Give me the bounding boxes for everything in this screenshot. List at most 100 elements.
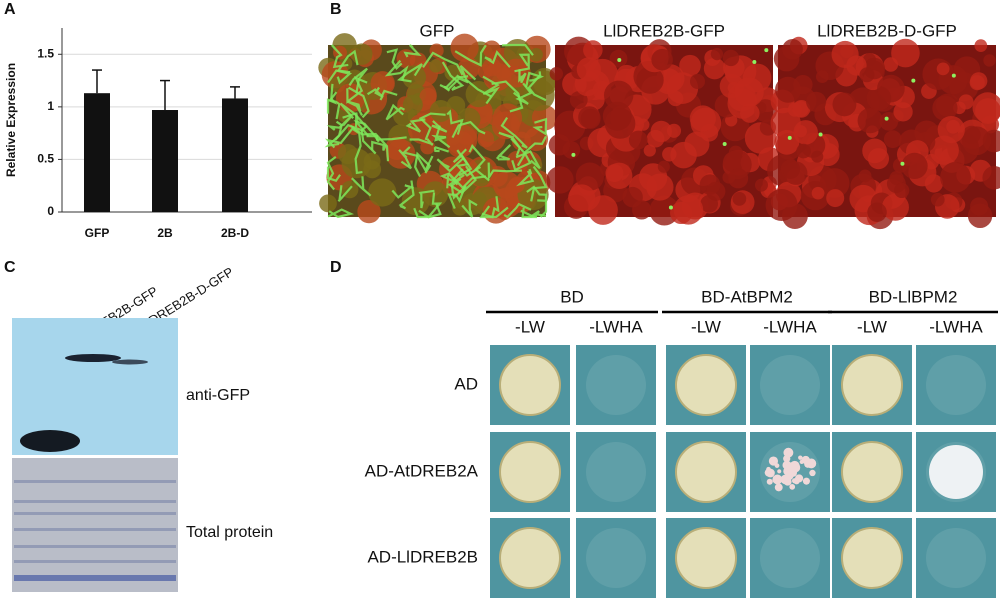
gfp-outline [433, 146, 450, 153]
cell [700, 194, 718, 213]
gfp-outline [436, 156, 465, 173]
gfp-outline [468, 144, 490, 182]
image-title: GFP [420, 21, 455, 40]
panel-label: A [4, 1, 16, 18]
gfp-outline [337, 185, 353, 203]
gfp-dot [722, 142, 727, 147]
colony-growth [766, 478, 773, 485]
gfp-outline [526, 185, 548, 201]
colony-growth [929, 445, 983, 499]
cell [811, 186, 825, 200]
cell [568, 184, 596, 212]
cell [603, 80, 634, 110]
cell [832, 92, 857, 117]
gel [12, 458, 178, 592]
gfp-outline [330, 44, 349, 69]
gfp-dot [884, 116, 889, 121]
gfp-outline [405, 118, 426, 133]
x-tick-label: 2B-D [221, 226, 249, 240]
gfp-dot [900, 161, 905, 166]
gfp-outline [491, 80, 524, 113]
gfp-outline [532, 117, 548, 136]
gfp-outline [354, 133, 363, 175]
cell [857, 107, 883, 134]
cell [969, 197, 989, 216]
cell [877, 74, 905, 103]
cell [643, 144, 656, 157]
cell [881, 193, 909, 221]
cell [924, 174, 944, 193]
gfp-dot [668, 205, 673, 210]
cell [368, 178, 397, 207]
bait-label: BD [560, 287, 584, 306]
gfp-outline [327, 69, 353, 85]
gfp-outline [501, 43, 534, 56]
cell [962, 125, 981, 144]
cell [679, 54, 701, 77]
cell [765, 188, 798, 221]
cell [583, 40, 603, 60]
gfp-outline [439, 168, 464, 189]
gfp-outline [326, 166, 341, 182]
gfp-outline [513, 82, 533, 105]
gfp-dot [951, 73, 956, 78]
cell [646, 173, 674, 201]
cell [657, 160, 670, 173]
gfp-outline [384, 59, 409, 81]
cell [826, 189, 845, 208]
bait-label: BD-LlBPM2 [869, 287, 958, 306]
gfp-outline [529, 210, 547, 219]
colony-spot [926, 355, 986, 415]
colony-spot [926, 528, 986, 588]
panel-label: D [330, 259, 342, 276]
panel-label: C [4, 259, 16, 276]
gfp-outline [398, 149, 412, 170]
image-title: LlDREB2B-D-GFP [817, 21, 957, 40]
cell [774, 129, 800, 155]
cell [974, 39, 988, 53]
gfp-outline [339, 102, 368, 132]
cell [429, 100, 452, 123]
cell [689, 105, 716, 132]
gel-band [14, 575, 176, 581]
cell [670, 141, 697, 169]
cell [673, 195, 704, 225]
micrograph [765, 36, 1000, 230]
cell [883, 130, 902, 149]
cell [982, 166, 1000, 190]
cell [524, 127, 549, 152]
medium-label: -LW [691, 317, 721, 336]
gfp-outline [326, 155, 337, 191]
colony [499, 527, 561, 589]
cell [569, 91, 588, 109]
gfp-outline [482, 75, 501, 105]
gfp-outline [450, 178, 467, 200]
cell [883, 57, 899, 72]
gfp-outline [328, 91, 341, 120]
cell [628, 130, 648, 150]
colony [841, 527, 903, 589]
gfp-outline [443, 75, 469, 92]
cell [932, 95, 958, 121]
gfp-outline [455, 149, 482, 177]
gel-band [14, 545, 176, 548]
cell [893, 102, 913, 122]
cell [728, 168, 749, 189]
cell [901, 152, 928, 180]
gfp-outline [537, 199, 548, 218]
gfp-outline [495, 144, 512, 161]
gfp-outline [325, 127, 361, 149]
gfp-outline [525, 71, 545, 88]
colony [841, 354, 903, 416]
cell [783, 161, 808, 185]
gfp-outline [379, 89, 398, 101]
gfp-outline [346, 76, 368, 104]
colony-growth [809, 469, 816, 477]
bar [84, 93, 110, 212]
gfp-outline [418, 192, 443, 219]
gfp-outline [391, 184, 414, 199]
colony [675, 441, 737, 503]
prey-label: AD-AtDREB2A [365, 461, 479, 480]
gfp-outline [479, 205, 509, 219]
